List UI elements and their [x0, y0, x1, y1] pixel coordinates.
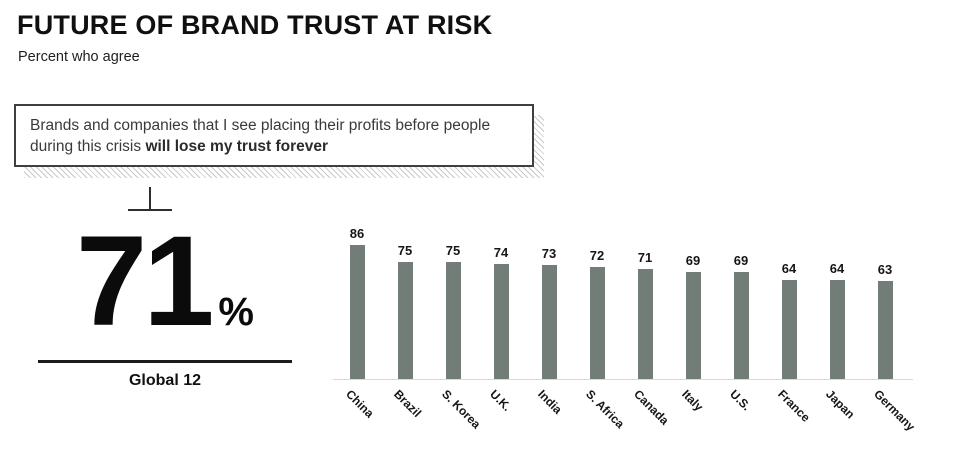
bar-value-label: 71 [637, 250, 653, 265]
bar-slot-s-korea: 75 [429, 243, 477, 380]
bar [397, 262, 413, 380]
page-subtitle: Percent who agree [18, 49, 140, 65]
bar-slot-france: 64 [765, 261, 813, 380]
x-axis-tick-label: Brazil [391, 387, 425, 421]
bar-value-label: 74 [493, 245, 509, 260]
bar-slot-italy: 69 [669, 253, 717, 380]
bar-slot-china: 86 [333, 226, 381, 380]
x-axis-tick-label: Italy [679, 387, 706, 414]
x-axis-baseline [333, 379, 913, 380]
stat-percent-sign: % [218, 290, 254, 334]
bar-value-label: 63 [877, 262, 893, 277]
bar [733, 272, 749, 380]
stat-label: Global 12 [128, 372, 202, 389]
bar-value-label: 86 [349, 226, 365, 241]
stat-divider-line [38, 360, 292, 363]
bar-slot-brazil: 75 [381, 243, 429, 380]
quote-box: Brands and companies that I see placing … [14, 104, 534, 167]
bar-value-label: 64 [781, 261, 797, 276]
bar [541, 265, 557, 380]
x-axis-tick-label: China [343, 387, 377, 421]
x-axis-tick-label: U.K. [487, 387, 514, 414]
x-axis-labels: China Brazil S. Korea U.K. India S. Africa Can… [333, 387, 933, 463]
bar [829, 280, 845, 380]
bar-slot-u-k: 74 [477, 245, 525, 380]
stat-number: 71 % [76, 218, 254, 346]
bar-slot-s-africa: 72 [573, 248, 621, 380]
x-axis-tick-label: S. Africa [583, 387, 628, 432]
x-axis-tick-label: Germany [871, 387, 918, 434]
bar [349, 245, 365, 380]
bar-value-label: 73 [541, 246, 557, 261]
x-axis-tick-label: India [535, 387, 565, 417]
bar [877, 281, 893, 380]
x-axis-tick-label: France [775, 387, 813, 425]
global-stat-block: 71 % Global 12 [38, 218, 292, 390]
bar-value-label: 72 [589, 248, 605, 263]
callout-pointer-icon [128, 187, 172, 211]
bar [637, 269, 653, 380]
x-axis-tick-label: S. Korea [439, 387, 484, 432]
bar-slot-japan: 64 [813, 261, 861, 380]
bar-slot-canada: 71 [621, 250, 669, 380]
x-axis-tick-label: U.S. [727, 387, 754, 414]
quote-text-emphasis: will lose my trust forever [145, 138, 329, 155]
stat-value: 71 [76, 210, 214, 353]
bar-slot-germany: 63 [861, 262, 909, 380]
bar-chart: 86 75 75 74 73 72 71 69 69 64 64 63 [333, 222, 909, 380]
x-axis-tick-label: Canada [631, 387, 672, 428]
bar [685, 272, 701, 380]
page-title: FUTURE OF BRAND TRUST AT RISK [17, 10, 493, 40]
bar-value-label: 64 [829, 261, 845, 276]
bar [781, 280, 797, 380]
bar-slot-india: 73 [525, 246, 573, 380]
bar [589, 267, 605, 380]
bar-slot-u-s: 69 [717, 253, 765, 380]
bar-value-label: 69 [685, 253, 701, 268]
bar-value-label: 69 [733, 253, 749, 268]
quote-text: Brands and companies that I see placing … [30, 117, 491, 155]
bar [445, 262, 461, 380]
bar [493, 264, 509, 380]
bar-value-label: 75 [445, 243, 461, 258]
bar-value-label: 75 [397, 243, 413, 258]
x-axis-tick-label: Japan [823, 387, 858, 422]
